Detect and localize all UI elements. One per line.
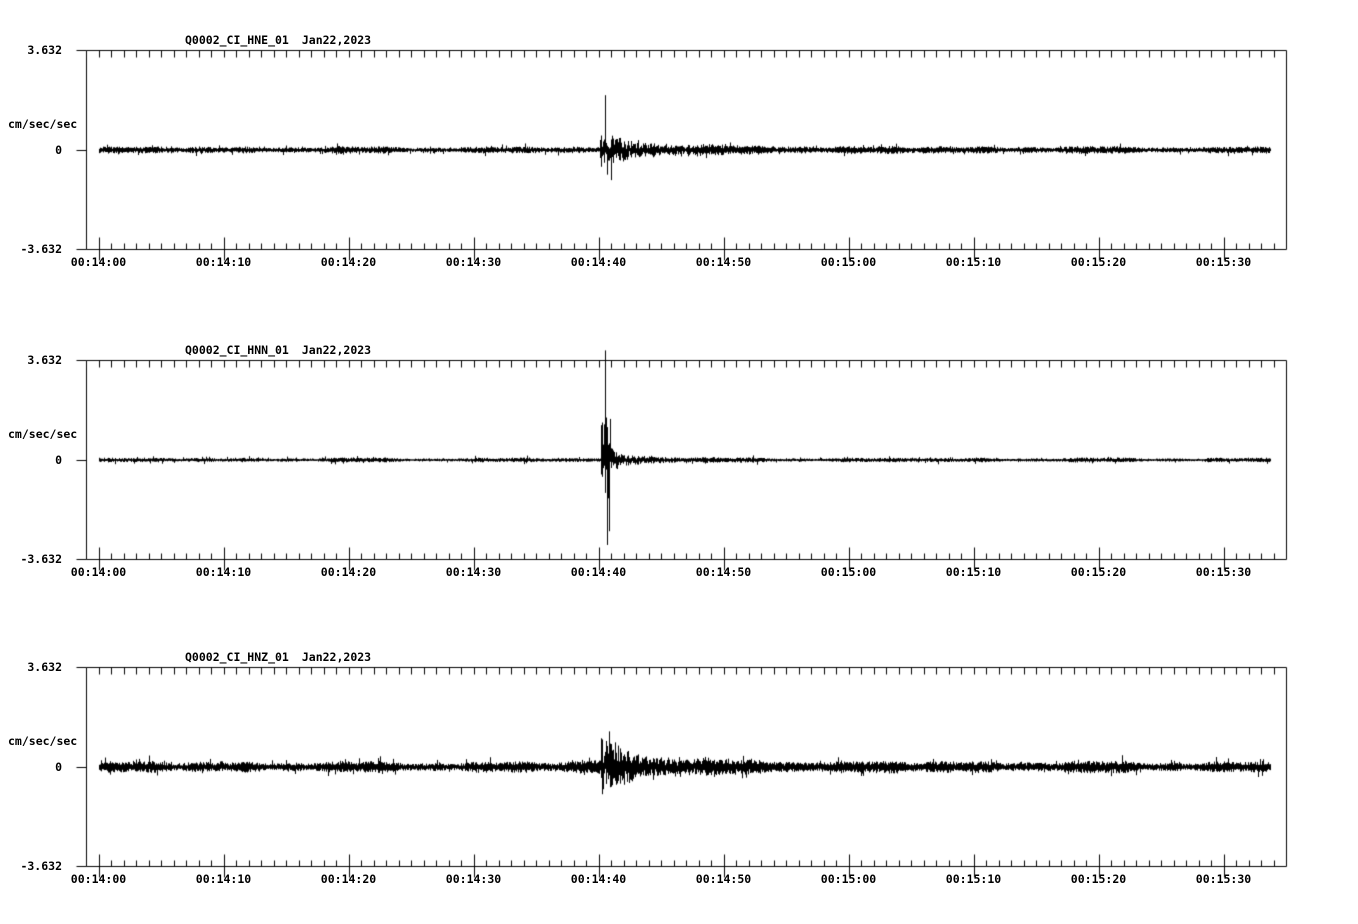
x-tick-label: 00:15:00 — [820, 565, 877, 579]
y-axis-max-label: 3.632 — [27, 660, 62, 674]
x-tick-label: 00:15:20 — [1070, 872, 1127, 886]
waveform-canvas-hnn — [60, 344, 1306, 574]
x-tick-label: 00:15:20 — [1070, 565, 1127, 579]
waveform-canvas-hnz — [60, 651, 1306, 881]
x-tick-label: 00:15:10 — [945, 565, 1002, 579]
x-tick-label: 00:15:10 — [945, 872, 1002, 886]
y-axis-min-label: -3.632 — [20, 552, 62, 566]
x-tick-label: 00:15:20 — [1070, 255, 1127, 269]
x-axis-labels: 00:14:00 00:14:10 00:14:20 00:14:30 00:14:40… — [0, 565, 1358, 579]
y-axis-zero-label: 0 — [55, 453, 62, 467]
x-tick-label: 00:15:30 — [1195, 565, 1252, 579]
y-axis-zero-label: 0 — [55, 760, 62, 774]
y-axis-units-label: cm/sec/sec — [8, 427, 78, 441]
y-axis-min-label: -3.632 — [20, 859, 62, 873]
y-axis-units-label: cm/sec/sec — [8, 117, 78, 131]
x-tick-label: 00:14:00 — [70, 872, 127, 886]
x-tick-label: 00:14:40 — [570, 255, 627, 269]
y-axis-units-label: cm/sec/sec — [8, 734, 78, 748]
x-tick-label: 00:14:30 — [445, 565, 502, 579]
x-tick-label: 00:14:10 — [195, 255, 252, 269]
waveform-canvas-hne — [60, 34, 1306, 264]
x-tick-label: 00:14:40 — [570, 565, 627, 579]
y-axis-max-label: 3.632 — [27, 353, 62, 367]
x-tick-label: 00:15:00 — [820, 255, 877, 269]
x-tick-label: 00:14:30 — [445, 872, 502, 886]
y-axis-zero-label: 0 — [55, 143, 62, 157]
x-tick-label: 00:14:10 — [195, 565, 252, 579]
x-tick-label: 00:14:20 — [320, 565, 377, 579]
x-tick-label: 00:15:10 — [945, 255, 1002, 269]
x-tick-label: 00:15:30 — [1195, 872, 1252, 886]
x-tick-label: 00:15:30 — [1195, 255, 1252, 269]
x-axis-labels: 00:14:00 00:14:10 00:14:20 00:14:30 00:14:40… — [0, 255, 1358, 269]
x-tick-label: 00:14:10 — [195, 872, 252, 886]
y-axis-min-label: -3.632 — [20, 242, 62, 256]
x-tick-label: 00:14:00 — [70, 255, 127, 269]
x-axis-labels: 00:14:00 00:14:10 00:14:20 00:14:30 00:14:40… — [0, 872, 1358, 886]
x-tick-label: 00:14:50 — [695, 872, 752, 886]
x-tick-label: 00:14:50 — [695, 255, 752, 269]
x-tick-label: 00:14:50 — [695, 565, 752, 579]
y-axis-max-label: 3.632 — [27, 43, 62, 57]
x-tick-label: 00:14:30 — [445, 255, 502, 269]
x-tick-label: 00:15:00 — [820, 872, 877, 886]
x-tick-label: 00:14:40 — [570, 872, 627, 886]
x-tick-label: 00:14:00 — [70, 565, 127, 579]
x-tick-label: 00:14:20 — [320, 255, 377, 269]
x-tick-label: 00:14:20 — [320, 872, 377, 886]
